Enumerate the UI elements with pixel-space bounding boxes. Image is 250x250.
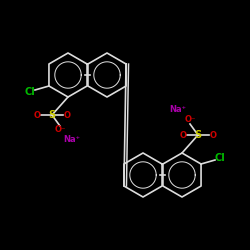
Text: O⁻: O⁻ bbox=[184, 116, 196, 124]
Text: O: O bbox=[180, 130, 186, 140]
Text: Na⁺: Na⁺ bbox=[170, 106, 186, 114]
Text: Na⁺: Na⁺ bbox=[64, 136, 80, 144]
Text: S: S bbox=[194, 130, 202, 140]
Text: O: O bbox=[210, 130, 216, 140]
Text: O⁻: O⁻ bbox=[54, 126, 66, 134]
Text: O: O bbox=[64, 110, 70, 120]
Text: Cl: Cl bbox=[24, 87, 36, 97]
Text: Cl: Cl bbox=[214, 153, 226, 163]
Text: O: O bbox=[34, 110, 40, 120]
Text: S: S bbox=[48, 110, 56, 120]
